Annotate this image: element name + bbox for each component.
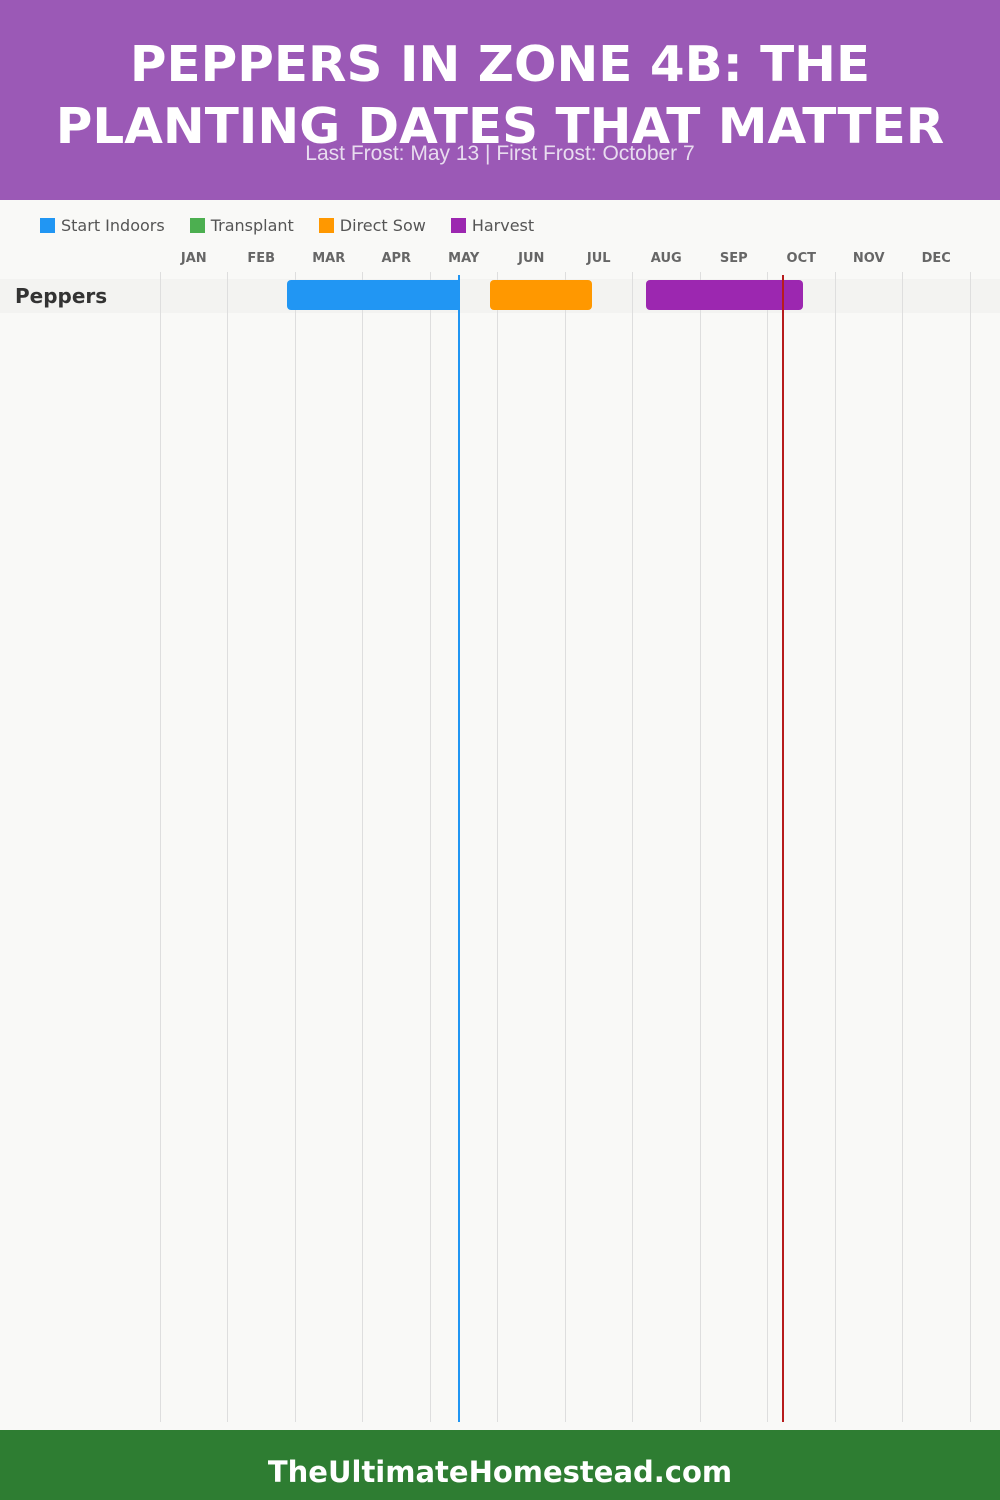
swatch-icon [450, 217, 466, 233]
legend-label: Start Indoors [61, 215, 165, 235]
legend-item-direct-sow: Direct Sow [318, 215, 426, 235]
grid-line [497, 272, 498, 1422]
legend-label: Harvest [471, 215, 535, 235]
footer-website-link[interactable]: TheUltimateHomestead.com [267, 1455, 733, 1489]
grid-line [767, 272, 768, 1422]
grid-line [565, 272, 566, 1422]
swatch-icon [189, 217, 205, 233]
month-label: APR [381, 251, 412, 266]
month-label: JAN [180, 251, 207, 266]
first-frost-marker [782, 275, 784, 1422]
legend-item-start-indoors: Start Indoors [40, 216, 165, 235]
month-label: DEC [921, 251, 951, 266]
month-label: AUG [650, 251, 682, 266]
grid-line [835, 272, 836, 1422]
grid-line [160, 272, 161, 1422]
grid-line [632, 272, 633, 1422]
grid-line [362, 272, 363, 1422]
footer-banner [0, 1430, 1000, 1500]
swatch-icon [40, 217, 55, 233]
page-title: PEPPERS IN ZONE 4B: THE PLANTING DATES T… [0, 34, 1000, 158]
legend-item-harvest: Harvest [450, 215, 535, 235]
header-banner [0, 0, 1000, 200]
legend-item-transplant: Transplant [189, 215, 294, 235]
last-frost-marker [458, 275, 460, 1422]
month-label: FEB [247, 251, 276, 266]
month-label: SEP [719, 251, 748, 266]
bar-start-indoors [287, 280, 460, 310]
month-label: JUL [586, 251, 611, 266]
grid-line [700, 272, 701, 1422]
grid-line [902, 272, 903, 1422]
month-label: NOV [852, 251, 885, 266]
bar-harvest [646, 280, 803, 310]
month-label: JUN [518, 251, 545, 266]
grid-line [430, 272, 431, 1422]
title-line-1: PEPPERS IN ZONE 4B: THE [129, 36, 871, 93]
grid-line [295, 272, 296, 1422]
swatch-icon [318, 217, 334, 233]
month-label: MAY [448, 251, 480, 266]
grid-line [970, 272, 971, 1422]
title-line-2: PLANTING DATES THAT MATTER [55, 98, 945, 155]
grid-line [227, 272, 228, 1422]
month-label: OCT [786, 251, 816, 266]
legend-label: Transplant [210, 215, 294, 235]
bar-direct-sow [490, 280, 592, 310]
legend: Start Indoors Transplant Direct Sow Harv… [40, 215, 559, 235]
frost-dates-subtitle: Last Frost: May 13 | First Frost: Octobe… [305, 142, 695, 165]
crop-label-peppers: Peppers [15, 284, 108, 308]
legend-label: Direct Sow [339, 215, 426, 235]
month-label: MAR [312, 251, 346, 266]
